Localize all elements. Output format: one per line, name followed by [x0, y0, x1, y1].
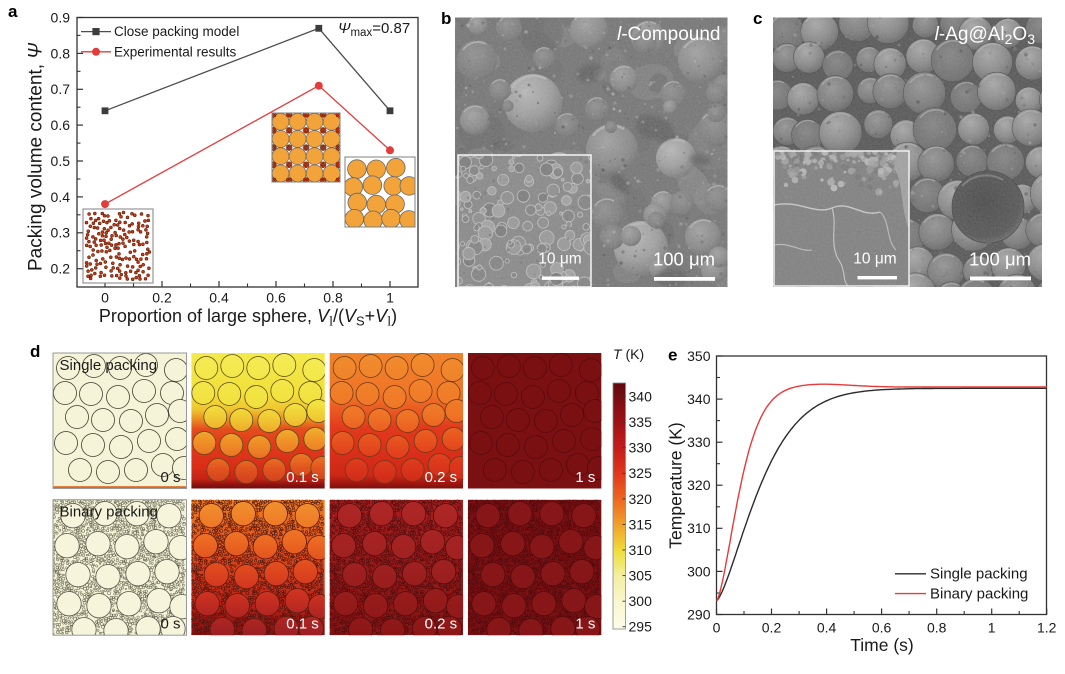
svg-text:320: 320 [629, 491, 653, 507]
svg-text:350: 350 [687, 348, 711, 364]
svg-text:0.2 s: 0.2 s [425, 616, 458, 633]
svg-text:Binary packing: Binary packing [60, 504, 158, 521]
svg-text:295: 295 [629, 619, 653, 635]
svg-text:1.2: 1.2 [1037, 619, 1057, 635]
svg-text:0.9: 0.9 [51, 9, 71, 25]
svg-text:0.2 s: 0.2 s [425, 469, 458, 486]
svg-text:340: 340 [629, 389, 653, 405]
svg-text:0.4: 0.4 [209, 290, 229, 306]
svg-text:Ψmax=0.87: Ψmax=0.87 [338, 20, 410, 39]
svg-text:Packing volume content, Ψ: Packing volume content, Ψ [26, 42, 47, 271]
svg-text:0: 0 [101, 290, 109, 306]
svg-text:0.4: 0.4 [817, 619, 837, 635]
svg-text:0.2: 0.2 [152, 290, 172, 306]
svg-text:Single packing: Single packing [930, 566, 1028, 583]
svg-text:0.8: 0.8 [51, 45, 71, 61]
svg-text:0.2: 0.2 [51, 261, 71, 277]
svg-text:290: 290 [687, 606, 711, 622]
svg-text:325: 325 [629, 465, 653, 481]
svg-text:d: d [30, 342, 40, 361]
svg-text:0.2: 0.2 [762, 619, 782, 635]
svg-text:0.8: 0.8 [323, 290, 343, 306]
svg-text:10 μm: 10 μm [538, 251, 581, 268]
svg-text:310: 310 [629, 542, 653, 558]
svg-text:100 μm: 100 μm [969, 249, 1031, 270]
svg-text:305: 305 [629, 568, 653, 584]
svg-text:1 s: 1 s [575, 616, 595, 633]
svg-text:0 s: 0 s [160, 469, 180, 486]
svg-text:c: c [753, 9, 762, 28]
svg-text:330: 330 [687, 434, 711, 450]
svg-text:Experimental results: Experimental results [114, 44, 237, 59]
svg-text:0.6: 0.6 [872, 619, 892, 635]
svg-text:1: 1 [988, 619, 996, 635]
svg-text:l-Compound: l-Compound [617, 24, 721, 45]
svg-text:1: 1 [386, 290, 394, 306]
svg-text:320: 320 [687, 477, 711, 493]
svg-text:Time (s): Time (s) [850, 635, 914, 655]
svg-text:Temperature (K): Temperature (K) [666, 422, 686, 548]
svg-text:310: 310 [687, 520, 711, 536]
svg-text:100 μm: 100 μm [653, 249, 715, 270]
svg-text:e: e [668, 346, 677, 365]
svg-text:335: 335 [629, 414, 653, 430]
svg-text:0.7: 0.7 [51, 81, 71, 97]
svg-text:1 s: 1 s [575, 469, 595, 486]
svg-text:315: 315 [629, 516, 653, 532]
svg-text:0.8: 0.8 [927, 619, 947, 635]
svg-text:0 s: 0 s [160, 616, 180, 633]
svg-text:330: 330 [629, 440, 653, 456]
svg-text:Close packing model: Close packing model [114, 24, 239, 39]
svg-text:l-Ag@Al2O3: l-Ag@Al2O3 [935, 24, 1036, 47]
svg-text:Binary packing: Binary packing [930, 585, 1028, 602]
svg-text:300: 300 [629, 593, 653, 609]
svg-text:b: b [441, 9, 451, 28]
svg-text:Single packing: Single packing [60, 357, 158, 374]
svg-text:Proportion of large sphere, Vl: Proportion of large sphere, Vl/(VS+Vl) [99, 306, 397, 330]
svg-text:a: a [8, 2, 18, 21]
svg-text:300: 300 [687, 563, 711, 579]
svg-text:0.3: 0.3 [51, 225, 71, 241]
svg-text:10 μm: 10 μm [853, 251, 896, 268]
svg-text:0.5: 0.5 [51, 153, 71, 169]
svg-text:0.6: 0.6 [266, 290, 286, 306]
svg-text:340: 340 [687, 391, 711, 407]
svg-text:T (K): T (K) [613, 346, 644, 362]
svg-text:0.1 s: 0.1 s [286, 616, 319, 633]
svg-text:0.6: 0.6 [51, 117, 71, 133]
svg-text:0.1 s: 0.1 s [286, 469, 319, 486]
svg-text:0.4: 0.4 [51, 189, 71, 205]
svg-text:0: 0 [713, 619, 721, 635]
